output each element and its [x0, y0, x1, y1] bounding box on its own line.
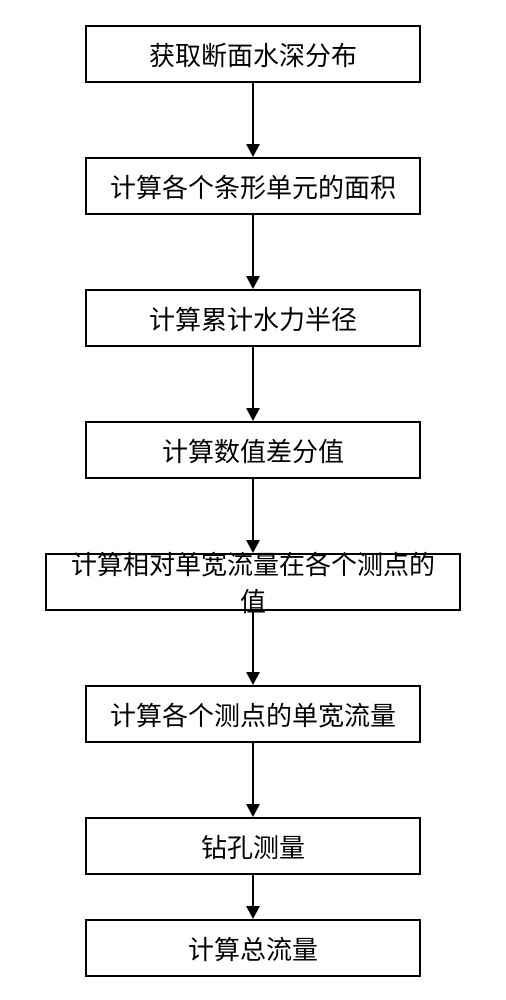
arrow-line [252, 83, 254, 145]
node-label: 计算总流量 [188, 930, 318, 967]
node-label: 获取断面水深分布 [149, 36, 357, 73]
flowchart-node-5: 计算各个测点的单宽流量 [85, 685, 421, 743]
flowchart-container: 获取断面水深分布计算各个条形单元的面积计算累计水力半径计算数值差分值计算相对单宽… [45, 25, 461, 977]
arrow-line [252, 347, 254, 409]
flowchart-node-4: 计算相对单宽流量在各个测点的值 [45, 553, 461, 611]
arrow-head-icon [246, 408, 260, 421]
arrow-line [252, 215, 254, 277]
node-label: 计算相对单宽流量在各个测点的值 [61, 545, 445, 619]
flowchart-node-0: 获取断面水深分布 [85, 25, 421, 83]
node-label: 计算各个条形单元的面积 [110, 168, 396, 205]
node-label: 计算累计水力半径 [149, 300, 357, 337]
node-label: 计算数值差分值 [162, 432, 344, 469]
flowchart-node-2: 计算累计水力半径 [85, 289, 421, 347]
flowchart-connector-3 [246, 479, 260, 553]
flowchart-connector-4 [246, 611, 260, 685]
arrow-head-icon [246, 804, 260, 817]
arrow-line [252, 611, 254, 673]
arrow-head-icon [246, 144, 260, 157]
arrow-line [252, 479, 254, 541]
node-label: 计算各个测点的单宽流量 [110, 696, 396, 733]
flowchart-connector-5 [246, 743, 260, 817]
flowchart-connector-6 [246, 875, 260, 919]
arrow-line [252, 743, 254, 805]
flowchart-node-6: 钻孔测量 [85, 817, 421, 875]
flowchart-connector-1 [246, 215, 260, 289]
arrow-line [252, 875, 254, 907]
flowchart-node-1: 计算各个条形单元的面积 [85, 157, 421, 215]
flowchart-connector-0 [246, 83, 260, 157]
flowchart-connector-2 [246, 347, 260, 421]
arrow-head-icon [246, 672, 260, 685]
arrow-head-icon [246, 276, 260, 289]
flowchart-node-3: 计算数值差分值 [85, 421, 421, 479]
arrow-head-icon [246, 906, 260, 919]
node-label: 钻孔测量 [201, 828, 305, 865]
flowchart-node-7: 计算总流量 [85, 919, 421, 977]
